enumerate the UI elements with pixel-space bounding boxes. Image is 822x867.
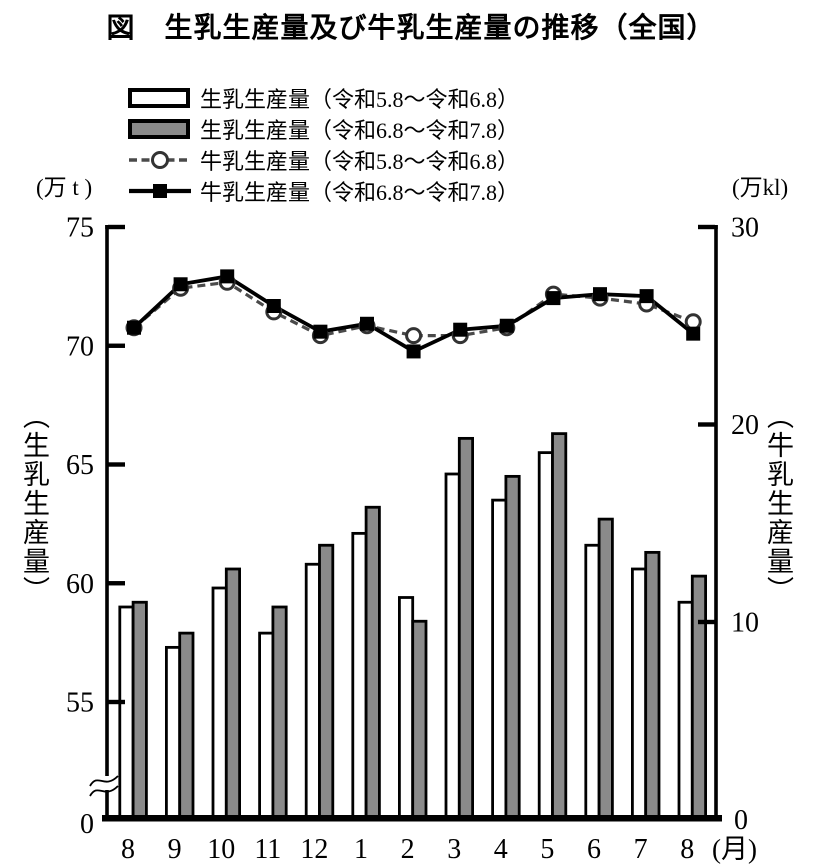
bar — [584, 543, 601, 820]
bar — [118, 605, 135, 820]
axis-tick-label: 55 — [66, 688, 94, 719]
circle-marker — [405, 327, 423, 345]
right-axis-title: （牛乳生産量） — [763, 402, 793, 605]
axis-tick-label: 6 — [587, 834, 601, 865]
axis-tick-label: 12 — [300, 834, 328, 865]
right-tick — [698, 619, 715, 625]
bar — [504, 474, 521, 820]
legend-item-bar-gray: 生乳生産量（令和6.8～令和7.8） — [128, 113, 519, 144]
axis-break-icon — [89, 775, 119, 787]
dashed-line-circle-marker-icon — [128, 147, 192, 173]
right-tick — [698, 224, 715, 230]
square-marker — [360, 316, 374, 331]
axis-break-icon — [89, 785, 119, 797]
legend-item-line-solid: 牛乳生産量（令和6.8～令和7.8） — [128, 175, 519, 206]
legend-label: 生乳生産量（令和6.8～令和7.8） — [200, 117, 520, 143]
axis-tick-label: 8 — [121, 834, 135, 865]
axis-tick-label: 0 — [80, 809, 94, 840]
square-marker — [406, 344, 421, 359]
square-marker — [499, 318, 514, 333]
bar — [318, 543, 335, 820]
bar — [690, 574, 707, 820]
legend-item-line-dashed: 牛乳生産量（令和5.8～令和6.8） — [128, 144, 519, 175]
square-marker — [686, 326, 701, 341]
left-tick — [108, 343, 125, 348]
bar — [271, 605, 288, 820]
axis-tick-label: 4 — [494, 834, 508, 865]
bar — [178, 631, 195, 820]
axis-tick-label: 5 — [540, 834, 554, 865]
left-axis-line — [105, 225, 109, 821]
left-axis-unit: (万 t ) — [36, 175, 93, 200]
left-axis-title: （生乳生産量） — [19, 402, 49, 605]
bar — [597, 517, 614, 820]
axis-tick-label: 70 — [66, 331, 94, 362]
left-tick — [108, 699, 125, 705]
square-marker — [266, 299, 281, 313]
bar — [537, 451, 554, 820]
left-tick — [108, 581, 125, 586]
square-marker — [127, 320, 141, 335]
bar — [304, 562, 321, 820]
axis-tick-label: 10 — [731, 608, 759, 639]
square-marker — [220, 269, 235, 284]
axis-tick-label: 30 — [731, 213, 759, 244]
legend-label: 牛乳生産量（令和5.8～令和6.8） — [200, 148, 520, 174]
legend-item-bar-white: 生乳生産量（令和5.8～令和6.8） — [128, 82, 519, 113]
bar — [644, 550, 661, 820]
bar-white-swatch-icon — [128, 87, 192, 108]
square-marker — [546, 291, 561, 306]
bar — [211, 586, 228, 820]
bar — [491, 498, 508, 820]
axis-tick-label: 60 — [66, 569, 94, 600]
axis-tick-label: 7 — [634, 834, 648, 865]
left-tick — [108, 224, 125, 230]
axis-tick-label: 75 — [66, 213, 94, 244]
axis-tick-label: 65 — [66, 450, 94, 481]
right-tick — [698, 422, 715, 427]
x-axis-line — [102, 815, 722, 822]
axis-tick-label: 20 — [731, 410, 759, 441]
legend: 生乳生産量（令和5.8～令和6.8） 生乳生産量（令和6.8～令和7.8） 牛乳… — [128, 82, 519, 206]
axis-tick-label: 1 — [354, 834, 368, 865]
axis-tick-label: 3 — [447, 834, 461, 865]
bar — [397, 596, 415, 820]
square-marker — [453, 322, 468, 337]
right-axis-unit: (万kl) — [732, 175, 789, 200]
bar — [551, 432, 568, 820]
square-marker — [593, 287, 607, 302]
bar — [131, 600, 148, 820]
square-marker — [639, 289, 654, 304]
bar — [677, 600, 694, 820]
bar — [364, 505, 381, 820]
axis-tick-label: 9 — [168, 834, 182, 865]
legend-label: 生乳生産量（令和5.8～令和6.8） — [200, 86, 520, 112]
axis-tick-label: 10 — [207, 834, 235, 865]
bar — [457, 436, 474, 820]
bar — [258, 631, 275, 820]
axis-tick-label: 11 — [254, 834, 281, 865]
left-tick — [108, 462, 125, 467]
legend-label: 牛乳生産量（令和6.8～令和7.8） — [200, 179, 520, 205]
axis-tick-label: 0 — [734, 805, 748, 836]
right-axis-line — [714, 225, 718, 821]
axis-tick-label: 8 — [680, 834, 694, 865]
axis-tick-label: 2 — [401, 834, 415, 865]
bar — [224, 567, 242, 820]
square-marker — [173, 277, 188, 292]
square-marker — [313, 324, 328, 339]
bar — [631, 567, 648, 820]
chart-title: 図 生乳生産量及び牛乳生産量の推移（全国） — [106, 12, 716, 43]
axis-tick-label: (月) — [712, 834, 757, 864]
solid-line-square-marker-icon — [128, 178, 192, 204]
bar — [164, 645, 182, 820]
axis-break-gap — [101, 776, 113, 790]
bar — [444, 472, 461, 820]
bar — [411, 619, 428, 820]
bar-gray-swatch-icon — [128, 118, 192, 139]
bar — [351, 531, 368, 820]
